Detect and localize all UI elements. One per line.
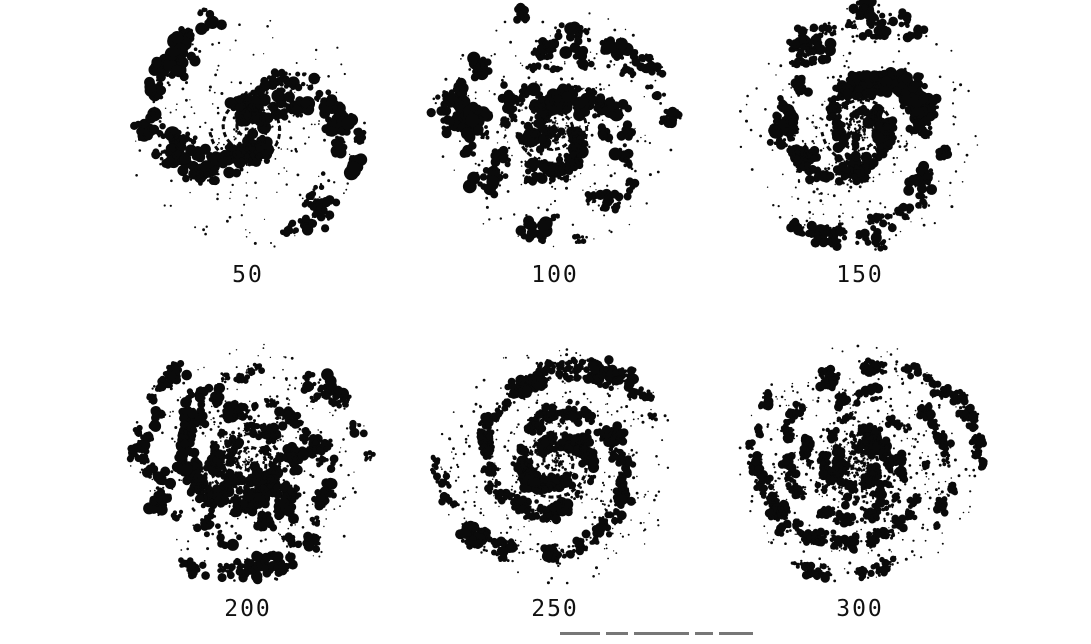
galaxy-panel: 200 [108,344,388,644]
galaxy-panel: 100 [415,10,695,310]
spiral-galaxy-image [108,344,388,594]
spiral-galaxy-image [108,10,388,260]
panel-label: 100 [415,262,695,288]
panel-label: 200 [108,596,388,622]
panel-label: 300 [720,596,1000,622]
panel-label: 250 [415,596,695,622]
galaxy-panel: 250 [415,344,695,644]
galaxy-panel: 150 [720,10,1000,310]
panel-label: 150 [720,262,1000,288]
spiral-galaxy-image [415,10,695,260]
cropped-caption-fragment [560,632,880,641]
panel-label: 50 [108,262,388,288]
spiral-galaxy-image [720,344,1000,594]
spiral-galaxy-image [720,10,1000,260]
galaxy-panel: 300 [720,344,1000,644]
spiral-galaxy-image [415,344,695,594]
galaxy-panel: 50 [108,10,388,310]
